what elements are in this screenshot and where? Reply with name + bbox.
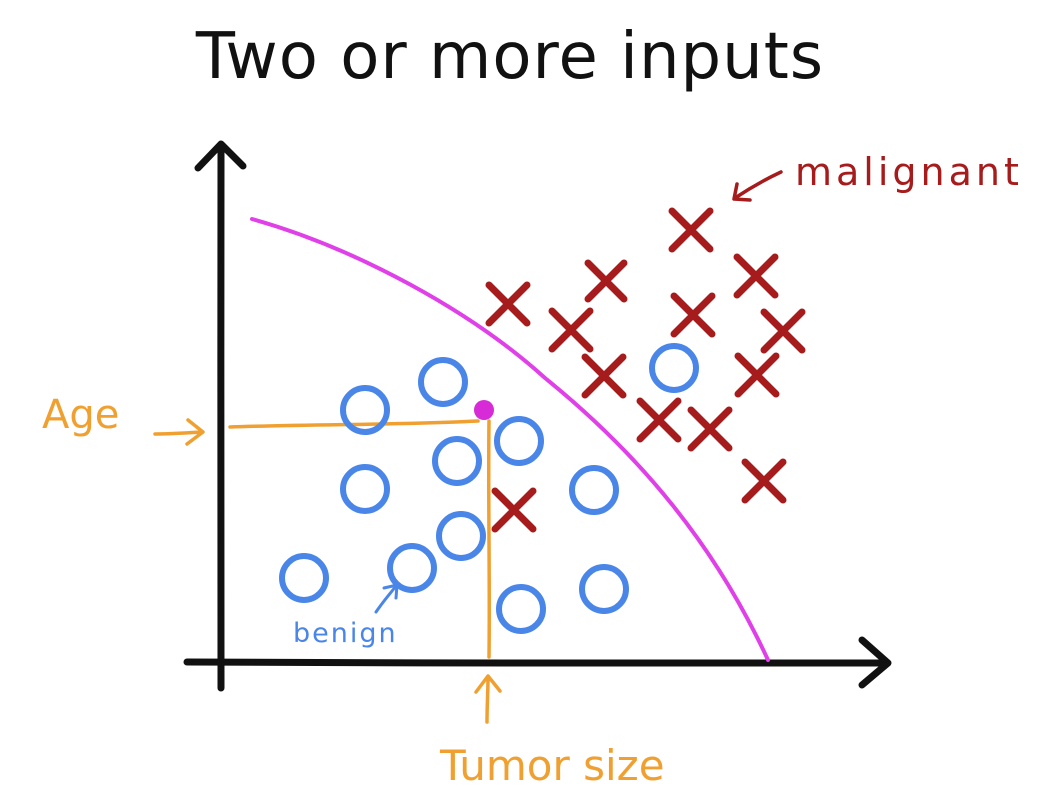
benign-arrow-icon [374,583,399,614]
benign-circle-icon [279,553,329,603]
decision-boundary-curve [250,217,770,662]
benign-circle-icon [496,584,546,634]
tumor-size-arrow-icon [474,674,502,724]
malignant-x-mark-icon [741,458,787,504]
y-axis-arrowhead-icon [194,140,247,172]
malignant-label: malignant [795,150,1023,194]
guide-lines [228,419,492,659]
malignant-x-mark-icon [548,307,594,353]
age-arrow-icon [153,418,205,446]
malignant-x-mark-icon [734,352,780,398]
benign-circle-icon [340,464,390,514]
malignant-x-mark-icon [760,308,806,354]
age-label: Age [42,392,119,438]
benign-circle-icon [387,543,437,593]
tumor-size-label: Tumor size [439,741,665,790]
benign-circle-icon [649,343,699,393]
malignant-points [485,207,806,533]
malignant-x-mark-icon [491,487,537,533]
malignant-x-mark-icon [584,259,628,303]
benign-circle-icon [579,564,629,614]
benign-circle-icon [340,385,390,435]
y-axis [217,144,225,692]
benign-circle-icon [418,357,468,407]
query-point [474,400,494,420]
tumor-size-guide-line [486,419,492,659]
malignant-x-mark-icon [670,292,716,338]
axes [183,140,892,692]
malignant-x-mark-icon [668,207,714,253]
benign-points [279,343,699,634]
malignant-x-mark-icon [485,281,531,327]
benign-circle-icon [436,511,486,561]
benign-circle-icon [494,416,544,466]
benign-circle-icon [432,436,482,486]
malignant-x-mark-icon [733,253,779,299]
annotation-arrows [153,170,783,724]
malignant-x-mark-icon [687,406,733,452]
x-axis [183,658,890,667]
malignant-arrow-icon [732,170,783,202]
benign-label: benign [293,618,398,649]
slide-title: Two or more inputs [195,20,825,94]
benign-circle-icon [569,465,619,515]
malignant-x-mark-icon [636,397,682,443]
x-axis-arrowhead-icon [858,636,892,689]
malignant-x-mark-icon [581,353,627,399]
age-guide-line [228,419,480,429]
